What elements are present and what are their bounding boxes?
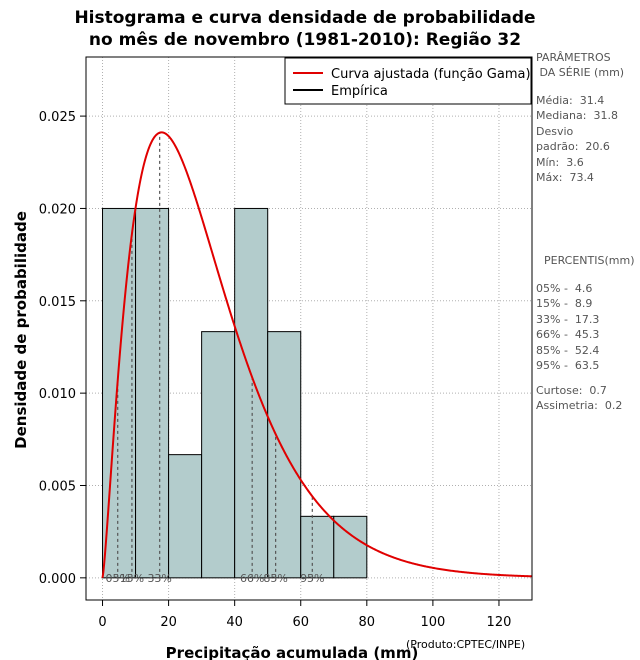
y-tick-label: 0.005 <box>39 479 76 494</box>
legend-label: Empírica <box>331 84 388 99</box>
y-tick-label: 0.015 <box>39 295 76 310</box>
histogram-bar <box>267 331 302 579</box>
percentile-marker-label: 15% <box>120 572 144 585</box>
histogram-bar <box>234 207 269 579</box>
x-tick-label: 80 <box>359 615 376 630</box>
y-tick-label: 0.020 <box>39 202 76 217</box>
params-header: PARÂMETROS DA SÉRIE (mm) <box>536 51 625 80</box>
percentile-marker-label: 66% <box>240 572 264 585</box>
percentile-marker-label: 85% <box>263 572 287 585</box>
histogram-bar <box>201 331 236 579</box>
chart-title-line2: no mês de novembro (1981-2010): Região 3… <box>88 30 522 50</box>
histogram-bar <box>300 515 335 579</box>
x-tick-label: 20 <box>160 615 177 630</box>
x-tick-label: 100 <box>420 615 445 630</box>
percentile-marker-label: 95% <box>300 572 324 585</box>
percentile-marker-label: 33% <box>147 572 171 585</box>
plot-frame <box>85 56 533 601</box>
x-tick-label: 40 <box>226 615 243 630</box>
y-tick-label: 0.010 <box>39 387 76 402</box>
gamma-density-curve <box>101 131 532 578</box>
percentis-header: PERCENTIS(mm) <box>544 254 635 267</box>
product-credit: (Produto:CPTEC/INPE) <box>406 638 526 651</box>
x-tick-label: 120 <box>487 615 512 630</box>
percentis-body: 05% - 4.6 15% - 8.9 33% - 17.3 66% - 45.… <box>536 282 600 373</box>
x-tick-label: 60 <box>292 615 309 630</box>
x-tick-label: 0 <box>98 615 106 630</box>
legend-box <box>284 57 532 105</box>
legend-label: Curva ajustada (função Gama) <box>331 67 531 82</box>
stats-body: Curtose: 0.7 Assimetria: 0.2 <box>536 384 623 413</box>
histogram-bar <box>135 207 170 579</box>
histogram-bar <box>168 454 203 579</box>
chart-title-line1: Histograma e curva densidade de probabil… <box>74 8 536 28</box>
x-axis-title: Precipitação acumulada (mm) <box>166 644 419 660</box>
y-tick-label: 0.025 <box>39 110 76 125</box>
params-body: Média: 31.4 Mediana: 31.8 Desvio padrão:… <box>536 94 618 185</box>
y-axis-title: Densidade de probabilidade <box>12 211 30 449</box>
y-tick-label: 0.000 <box>39 572 76 587</box>
percentile-marker-label: 05% <box>105 572 129 585</box>
